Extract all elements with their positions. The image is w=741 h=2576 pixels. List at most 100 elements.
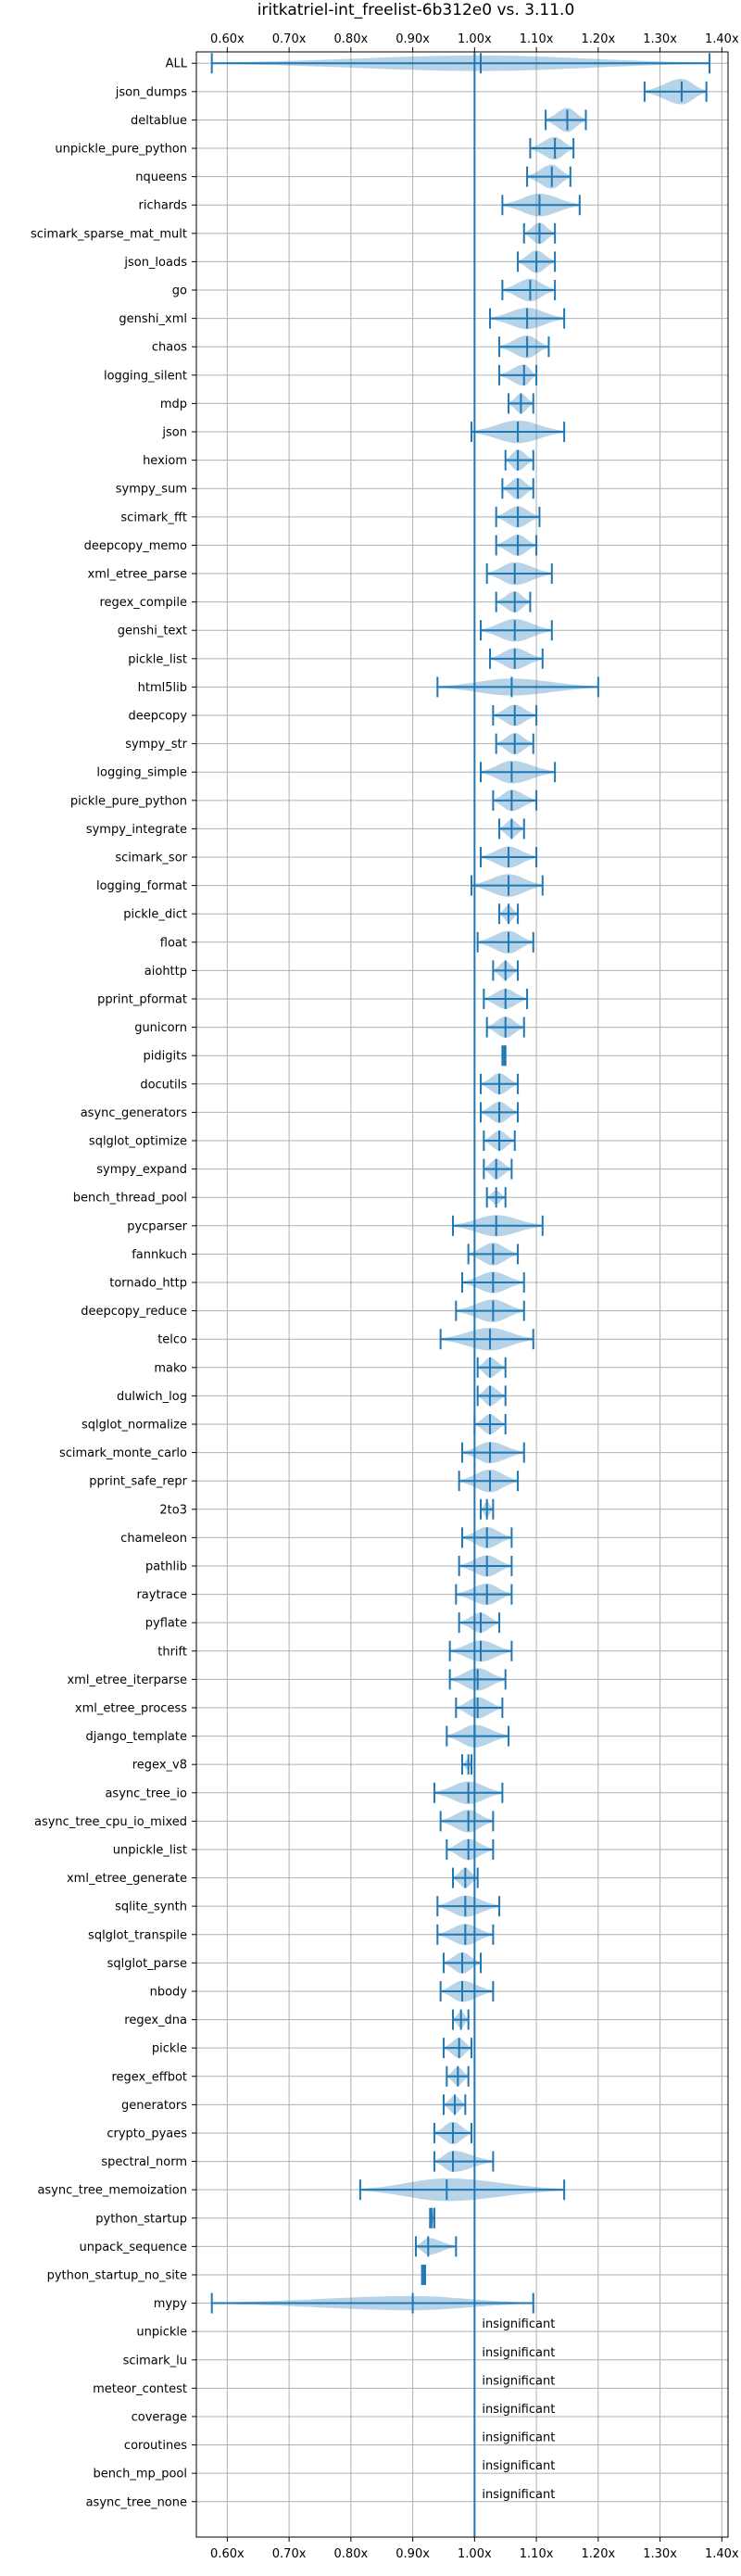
category-label: gunicorn xyxy=(134,1021,187,1035)
category-label: nqueens xyxy=(135,170,187,184)
category-label: logging_format xyxy=(96,879,187,893)
x-tick-label-bottom: 1.10x xyxy=(520,2547,554,2561)
category-label: async_generators xyxy=(81,1106,188,1120)
insignificant-label: insignificant xyxy=(482,2317,555,2331)
category-label: xml_etree_generate xyxy=(67,1872,187,1886)
category-label: coroutines xyxy=(124,2439,187,2453)
category-label: sympy_sum xyxy=(116,483,187,497)
category-label: regex_dna xyxy=(124,2014,187,2027)
category-label: sqlglot_parse xyxy=(107,1957,187,1971)
category-label: regex_compile xyxy=(99,596,187,610)
category-label: meteor_contest xyxy=(93,2382,187,2396)
category-label: unpack_sequence xyxy=(79,2241,187,2254)
category-label: sympy_integrate xyxy=(86,823,187,837)
category-label: bench_mp_pool xyxy=(93,2468,187,2481)
category-label: html5lib xyxy=(138,681,187,695)
category-label: sqlite_synth xyxy=(115,1900,187,1914)
category-label: scimark_monte_carlo xyxy=(59,1446,187,1460)
category-label: docutils xyxy=(140,1078,187,1092)
plot-frame xyxy=(195,51,729,2538)
category-label: bench_thread_pool xyxy=(73,1192,187,1206)
category-label: tornado_http xyxy=(109,1276,187,1290)
category-label: async_tree_none xyxy=(86,2495,187,2509)
category-label: unpickle_pure_python xyxy=(55,143,187,157)
category-label: pycparser xyxy=(127,1219,187,1233)
category-label: sympy_str xyxy=(125,738,187,751)
category-label: async_tree_cpu_io_mixed xyxy=(34,1815,187,1829)
category-label: mako xyxy=(154,1361,187,1375)
category-label: chaos xyxy=(152,341,187,355)
category-label: scimark_lu xyxy=(123,2354,187,2368)
category-label: generators xyxy=(121,2099,187,2113)
category-label: scimark_sparse_mat_mult xyxy=(31,227,187,241)
category-label: go xyxy=(172,284,187,298)
category-label: xml_etree_iterparse xyxy=(67,1673,187,1687)
category-label: hexiom xyxy=(143,454,187,468)
category-label: async_tree_memoization xyxy=(37,2184,187,2198)
insignificant-label: insignificant xyxy=(482,2346,555,2360)
x-tick-label-top: 1.30x xyxy=(643,32,677,46)
x-tick-label-top: 0.60x xyxy=(210,32,245,46)
category-label: python_startup_no_site xyxy=(47,2268,187,2282)
x-tick-label-bottom: 1.40x xyxy=(705,2547,739,2561)
category-label: pprint_pformat xyxy=(97,993,187,1007)
category-label: json xyxy=(161,426,187,440)
category-label: raytrace xyxy=(136,1588,187,1602)
category-label: sqlglot_normalize xyxy=(82,1418,187,1432)
category-label: python_startup xyxy=(95,2212,187,2226)
category-label: pickle_list xyxy=(128,652,187,666)
category-label: pathlib xyxy=(145,1559,187,1573)
x-tick-label-top: 1.00x xyxy=(458,32,492,46)
x-tick-label-top: 0.70x xyxy=(272,32,307,46)
insignificant-label: insignificant xyxy=(482,2431,555,2445)
category-label: telco xyxy=(157,1333,187,1347)
category-label: json_dumps xyxy=(115,85,187,99)
violins xyxy=(211,55,710,2311)
insignificant-label: insignificant xyxy=(482,2488,555,2502)
insignificant-label: insignificant xyxy=(482,2374,555,2388)
category-label: pickle_pure_python xyxy=(70,794,187,808)
x-tick-label-bottom: 1.30x xyxy=(643,2547,677,2561)
category-label: nbody xyxy=(150,1985,188,1999)
category-label: chameleon xyxy=(120,1532,187,1546)
category-label: pickle_dict xyxy=(123,908,187,922)
category-label: mypy xyxy=(154,2297,188,2311)
category-label: xml_etree_process xyxy=(75,1701,187,1715)
category-label: deepcopy_reduce xyxy=(81,1305,187,1319)
category-label: richards xyxy=(139,199,188,213)
x-tick-label-bottom: 1.20x xyxy=(582,2547,616,2561)
x-tick-label-top: 1.10x xyxy=(520,32,554,46)
category-label: regex_v8 xyxy=(132,1759,187,1773)
x-tick-label-bottom: 0.90x xyxy=(396,2547,430,2561)
x-tick-label-bottom: 1.00x xyxy=(458,2547,492,2561)
category-label: json_loads xyxy=(123,256,187,270)
category-label: mdp xyxy=(160,398,187,411)
category-label: async_tree_io xyxy=(105,1787,187,1800)
x-tick-label-top: 0.80x xyxy=(334,32,369,46)
category-label: aiohttp xyxy=(144,965,187,979)
category-label: scimark_fft xyxy=(120,511,187,524)
category-label: regex_effbot xyxy=(111,2070,187,2084)
x-tick-label-bottom: 0.70x xyxy=(272,2547,307,2561)
category-label: ALL xyxy=(166,57,188,71)
category-label: 2to3 xyxy=(159,1503,187,1517)
x-tick-label-top: 0.90x xyxy=(396,32,430,46)
category-label: genshi_text xyxy=(118,625,187,638)
category-label: unpickle xyxy=(136,2326,187,2340)
category-label: sqlglot_transpile xyxy=(88,1928,187,1942)
category-label: fannkuch xyxy=(132,1248,187,1262)
category-label: django_template xyxy=(86,1730,187,1744)
category-labels: ALL json_dumps deltablue unpickle_pure_pyth… xyxy=(31,57,555,2510)
category-label: crypto_pyaes xyxy=(107,2127,187,2140)
category-label: deepcopy xyxy=(128,710,187,724)
category-label: pickle xyxy=(152,2042,187,2056)
category-label: deepcopy_memo xyxy=(84,539,187,553)
category-label: xml_etree_parse xyxy=(88,568,187,582)
chart-title: iritkatriel-int_freelist-6b312e0 vs. 3.1… xyxy=(257,1,575,19)
axis-ticks: 0.60x 0.60x 0.70x 0.70x 0.80x 0.80x 0.90x 0.90x… xyxy=(192,32,739,2561)
category-label: sqlglot_optimize xyxy=(89,1135,187,1149)
x-tick-label-top: 1.20x xyxy=(582,32,616,46)
category-label: spectral_norm xyxy=(101,2155,187,2169)
category-label: logging_simple xyxy=(96,766,187,780)
